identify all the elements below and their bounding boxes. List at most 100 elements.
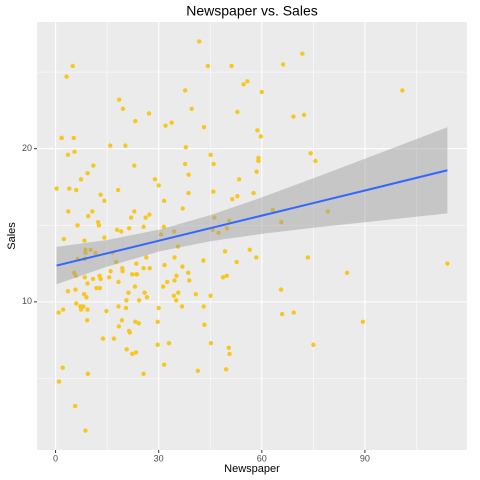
- point: [134, 272, 140, 277]
- point: [162, 262, 167, 268]
- point: [100, 336, 106, 341]
- point: [132, 284, 138, 289]
- point: [227, 351, 232, 357]
- point: [143, 215, 148, 220]
- regression-line: [56, 169, 448, 267]
- point: [166, 341, 172, 346]
- point: [400, 88, 405, 93]
- point: [256, 155, 261, 161]
- point: [201, 258, 206, 263]
- point: [88, 247, 93, 252]
- point: [179, 304, 185, 309]
- point: [83, 250, 88, 256]
- point: [65, 152, 71, 158]
- point: [123, 143, 128, 148]
- point: [132, 209, 137, 214]
- x-tick-label: 0: [53, 453, 58, 463]
- point: [223, 367, 229, 372]
- point: [247, 247, 252, 252]
- point: [222, 249, 228, 254]
- point: [279, 220, 284, 225]
- point: [202, 322, 207, 328]
- point: [94, 285, 99, 291]
- point: [73, 301, 79, 306]
- point: [116, 324, 122, 329]
- point: [119, 229, 124, 234]
- point: [230, 197, 235, 202]
- point: [130, 272, 135, 277]
- point: [161, 198, 167, 203]
- point: [134, 261, 139, 266]
- point: [132, 163, 137, 168]
- point: [254, 169, 259, 174]
- point: [147, 212, 152, 217]
- point: [116, 304, 121, 309]
- point: [259, 89, 264, 95]
- point: [85, 170, 90, 176]
- point: [147, 265, 152, 271]
- point: [171, 293, 177, 298]
- point: [86, 213, 91, 219]
- point: [163, 123, 168, 128]
- point: [182, 88, 188, 93]
- point: [180, 264, 185, 269]
- point: [141, 265, 146, 271]
- point: [234, 259, 239, 265]
- point: [235, 193, 240, 199]
- point: [212, 215, 217, 220]
- point: [84, 295, 89, 300]
- point: [144, 255, 149, 260]
- point: [119, 318, 125, 323]
- point: [126, 226, 132, 231]
- point: [90, 209, 95, 214]
- point: [189, 106, 194, 112]
- point: [120, 265, 125, 271]
- point: [152, 177, 158, 182]
- point: [124, 347, 129, 352]
- point: [176, 290, 181, 295]
- point: [78, 307, 84, 312]
- point: [82, 238, 87, 243]
- point: [226, 345, 231, 351]
- point: [141, 224, 146, 230]
- point: [133, 118, 138, 124]
- point: [155, 342, 160, 347]
- point: [60, 307, 66, 312]
- point: [193, 292, 199, 297]
- point: [136, 321, 141, 326]
- point: [124, 298, 129, 303]
- point: [82, 275, 87, 280]
- point: [142, 290, 147, 295]
- point: [278, 287, 284, 292]
- point: [183, 144, 189, 150]
- point: [128, 215, 134, 220]
- point: [111, 336, 117, 341]
- x-tick-label: 60: [257, 453, 267, 463]
- point: [98, 276, 103, 282]
- point: [61, 236, 67, 242]
- point: [158, 232, 164, 237]
- point: [144, 295, 150, 300]
- point: [224, 273, 229, 279]
- point: [127, 330, 133, 335]
- point: [65, 288, 71, 294]
- point: [175, 244, 181, 249]
- point: [208, 152, 213, 158]
- point: [300, 51, 305, 56]
- point: [224, 226, 230, 231]
- point: [130, 351, 135, 357]
- point: [72, 403, 78, 409]
- point: [201, 125, 207, 130]
- point: [226, 218, 232, 223]
- point: [180, 206, 185, 211]
- point: [133, 350, 139, 355]
- point: [445, 261, 450, 266]
- point: [172, 255, 177, 260]
- point: [71, 270, 77, 275]
- point: [73, 187, 79, 193]
- point: [78, 177, 84, 182]
- point: [106, 275, 112, 280]
- point: [313, 158, 318, 164]
- point: [85, 371, 91, 377]
- x-tick-label: 90: [360, 453, 370, 463]
